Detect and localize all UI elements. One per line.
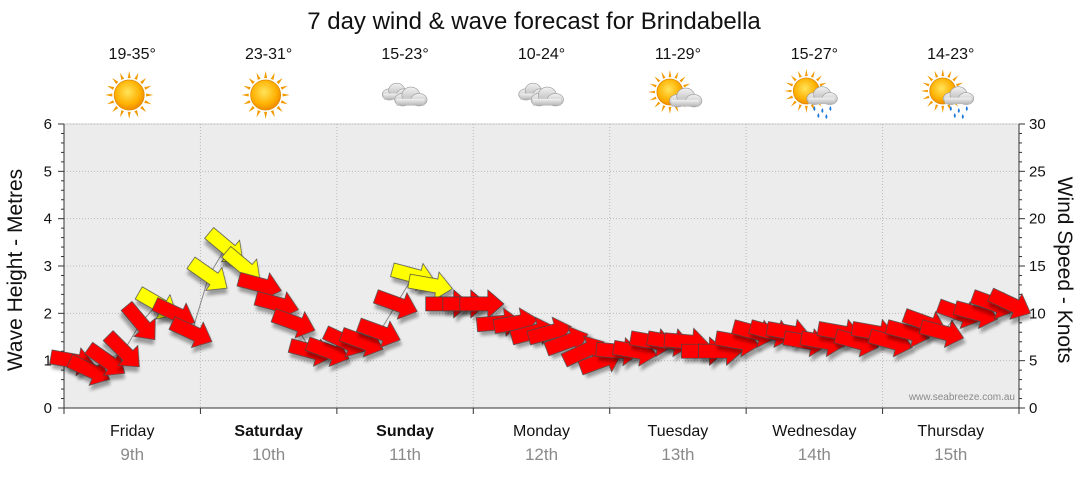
wind-arrow [407,271,453,301]
day-label: Tuesday [648,423,709,440]
temperature-label: 15-27° [791,46,838,63]
wind-arrows [49,227,1031,386]
wind-arrow [270,308,316,339]
day-label: Friday [110,423,154,440]
day-label: Saturday [234,423,303,440]
axes: 0 1 2 3 4 5 6 0 5 10 15 20 25 30 [44,116,1046,417]
gridlines [64,123,1019,408]
y-tick-label-right: 30 [1029,116,1046,133]
y-tick-label-left: 2 [44,305,52,322]
sun-cloud-rain-icon [784,69,838,119]
y-tick-label-right: 15 [1029,258,1046,275]
y-tick-label-right: 10 [1029,305,1046,322]
y-tick-label-left: 4 [44,211,52,228]
y-tick-label-left: 1 [44,353,52,370]
y-tick-label-left: 3 [44,258,52,275]
date-label: 10th [252,445,285,464]
date-label: 13th [661,445,694,464]
temperature-label: 19-35° [109,46,156,63]
y-tick-label-right: 25 [1029,163,1046,180]
sun-icon [105,71,154,119]
cloud-shape [394,86,428,107]
wind-arrow [168,316,213,349]
wind-arrow [66,353,111,386]
date-label: 11th [389,445,421,464]
y-tick-label-right: 20 [1029,211,1046,228]
temperature-labels: 19-35° 23-31° 15-23° 10-24° 11-29° 15-27° 14-2… [109,46,975,63]
date-label: 14th [798,445,831,464]
date-label: 15th [934,445,967,464]
y-axis-label-right: Wind Speed - Knots [1053,177,1076,364]
weather-icons [105,69,975,119]
temperature-label: 15-23° [381,46,428,63]
partly-cloudy-icon [647,70,703,114]
temperature-label: 10-24° [518,46,565,63]
wind-arrow [987,287,1031,320]
wind-arrow [372,289,418,320]
temperature-label: 11-29° [655,46,701,63]
cloud-shape [530,86,564,107]
wind-arrow [102,330,140,368]
y-tick-label-left: 5 [44,163,52,180]
chart-title: 7 day wind & wave forecast for Brindabel… [307,8,761,35]
sun-icon [241,71,290,119]
wind-arrow [120,300,156,341]
cloud-shape [942,86,975,105]
day-label: Wednesday [772,423,856,440]
sun-cloud-rain-icon [920,69,975,119]
date-label: 12th [525,445,558,464]
cloud-shape [669,87,703,108]
wind-arrow [918,319,965,349]
temperature-label: 23-31° [245,46,292,63]
date-label: 9th [120,445,144,464]
rain-drops [949,106,968,119]
y-tick-label-right: 5 [1029,353,1037,370]
day-label: Sunday [376,423,434,440]
wind-arrow [84,341,126,377]
wind-arrow [459,289,505,319]
cloud-icon [381,82,428,107]
watermark: www.seabreeze.com.au [908,392,1015,403]
y-tick-label-left: 6 [44,116,52,133]
wind-arrow [186,256,228,291]
sun-rays [105,71,154,119]
sun-rays [241,71,290,119]
wind-arrow [355,317,401,349]
y-tick-label-left: 0 [44,400,52,417]
rain-drops [813,106,832,119]
temperature-label: 14-23° [927,46,974,63]
cloud-shape [806,86,838,105]
y-axis-label-left: Wave Height - Metres [4,169,27,371]
cloud-icon [518,82,564,107]
day-label: Thursday [917,423,984,440]
y-tick-label-right: 0 [1029,400,1037,417]
day-labels: Friday 9th Saturday 10th Sunday 11th Monday 12t… [110,423,984,464]
day-label: Monday [513,423,570,440]
